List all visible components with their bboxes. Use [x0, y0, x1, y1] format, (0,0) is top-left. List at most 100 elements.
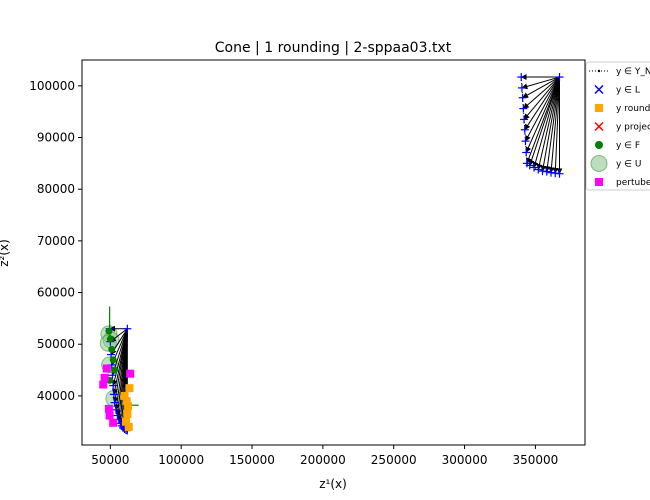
- legend-entry: y ∈ L: [594, 84, 640, 96]
- frontier-point: [520, 115, 529, 124]
- x-tick-label: 350000: [513, 453, 559, 467]
- upper-cluster: [517, 73, 564, 178]
- legend-label: y ∈ F: [616, 141, 640, 151]
- y-tick-label: 60000: [37, 286, 75, 300]
- frontier-point: [534, 165, 543, 174]
- frontier-point: [519, 104, 528, 113]
- frontier-point: [109, 390, 118, 399]
- plot-frame: [81, 59, 586, 446]
- frontier-point: [555, 73, 564, 82]
- cone-arrow: [548, 77, 560, 174]
- rounded-point: [125, 384, 134, 393]
- cone-arrow: [532, 76, 560, 169]
- frontier-point: [518, 93, 527, 102]
- x-tick-label: 250000: [371, 453, 417, 467]
- x-axis-label: z¹(x): [319, 477, 347, 491]
- legend-label: y rounded: [616, 104, 650, 114]
- perturbed-point: [100, 373, 109, 382]
- frontier-point: [110, 398, 119, 407]
- legend-marker-circle: [590, 155, 608, 172]
- y-tick-label: 70000: [37, 234, 75, 248]
- feasible-point: [105, 327, 113, 335]
- cone-arrow: [522, 76, 560, 99]
- cone-arrow: [525, 76, 560, 142]
- legend-marker-square: [595, 104, 603, 112]
- y-axis-label: z²(x): [0, 239, 11, 267]
- cone-arrow: [526, 76, 560, 164]
- x-tick-label: 300000: [442, 453, 488, 467]
- frontier-point: [529, 163, 538, 172]
- legend-entry: y ∈ F: [595, 141, 640, 151]
- cone-arrow: [536, 76, 560, 171]
- frontier-point: [113, 411, 122, 420]
- legend-label: y ∈ U: [616, 160, 641, 170]
- frontier-point: [522, 148, 531, 157]
- frontier-point: [517, 73, 526, 82]
- perturbed-point: [109, 418, 118, 427]
- legend: y ∈ Y_Ny ∈ L y rounded y projected y ∈ F y ∈…: [585, 61, 650, 191]
- cone-arrow: [528, 76, 560, 166]
- perturbed-point: [126, 369, 135, 378]
- cone-arrow: [552, 77, 560, 174]
- rounded-point: [121, 417, 130, 426]
- y-tick-label: 40000: [37, 389, 75, 403]
- legend-label: y ∈ L: [616, 86, 640, 96]
- legend-entry: pertubed: [595, 178, 650, 188]
- x-axis: 50000 100000 150000 200000 250000 300000 35000…: [91, 445, 558, 467]
- perturbed-point: [104, 404, 113, 413]
- frontier-point: [517, 83, 526, 92]
- perturbed-point: [102, 364, 111, 373]
- cone-arrow: [522, 76, 560, 109]
- legend-marker-x: [594, 121, 604, 132]
- legend-marker-square: [595, 178, 603, 186]
- perturbed-point: [105, 411, 114, 420]
- cone-arrow: [540, 76, 560, 172]
- legend-entry: y ∈ Y_N: [589, 67, 650, 77]
- frontier-point: [112, 405, 121, 414]
- frontier-point: [123, 324, 132, 333]
- chart-title: Cone | 1 rounding | 2-sppaa03.txt: [215, 40, 452, 56]
- legend-entry: y ∈ U: [590, 155, 641, 172]
- plot-area: [99, 73, 564, 435]
- feasible-point: [111, 366, 119, 374]
- rounded-point: [122, 397, 131, 406]
- frontier-point: [521, 137, 530, 146]
- cone-arrow: [544, 76, 560, 173]
- y-tick-label: 90000: [37, 131, 75, 145]
- x-tick-label: 150000: [229, 453, 275, 467]
- frontier-point: [542, 167, 551, 176]
- frontier-point: [109, 381, 118, 390]
- rounded-point: [124, 402, 133, 411]
- x-tick-label: 200000: [300, 453, 346, 467]
- y-tick-label: 80000: [37, 182, 75, 196]
- frontier-point: [555, 169, 564, 178]
- legend-marker-x: [594, 84, 604, 95]
- rounded-point: [123, 409, 132, 418]
- frontier-point: [525, 161, 534, 170]
- legend-label: y ∈ Y_N: [616, 67, 650, 77]
- cone-arrow: [521, 76, 560, 90]
- legend-marker-dot: [597, 69, 601, 73]
- rounded-point: [120, 391, 129, 400]
- x-tick-label: 50000: [91, 453, 129, 467]
- feasible-point: [109, 356, 117, 364]
- x-tick-label: 100000: [158, 453, 204, 467]
- frontier-point: [520, 125, 529, 134]
- perturbed-point: [99, 380, 108, 389]
- y-axis: 40000 50000 60000 70000 80000 90000 100000: [29, 79, 82, 403]
- y-tick-label: 50000: [37, 337, 75, 351]
- legend-label: pertubed: [616, 178, 650, 188]
- legend-label: y projected: [616, 123, 650, 133]
- y-tick-label: 100000: [29, 79, 75, 93]
- rounded-point: [124, 422, 133, 431]
- legend-entry: y projected: [594, 121, 650, 133]
- legend-entry: y rounded: [595, 104, 650, 114]
- cone-arrow: [523, 76, 560, 120]
- cone-arrow: [525, 76, 560, 154]
- cone-arrow: [524, 76, 560, 131]
- feasible-point: [106, 335, 114, 343]
- legend-marker-circle: [595, 141, 603, 149]
- feasible-point: [108, 345, 116, 353]
